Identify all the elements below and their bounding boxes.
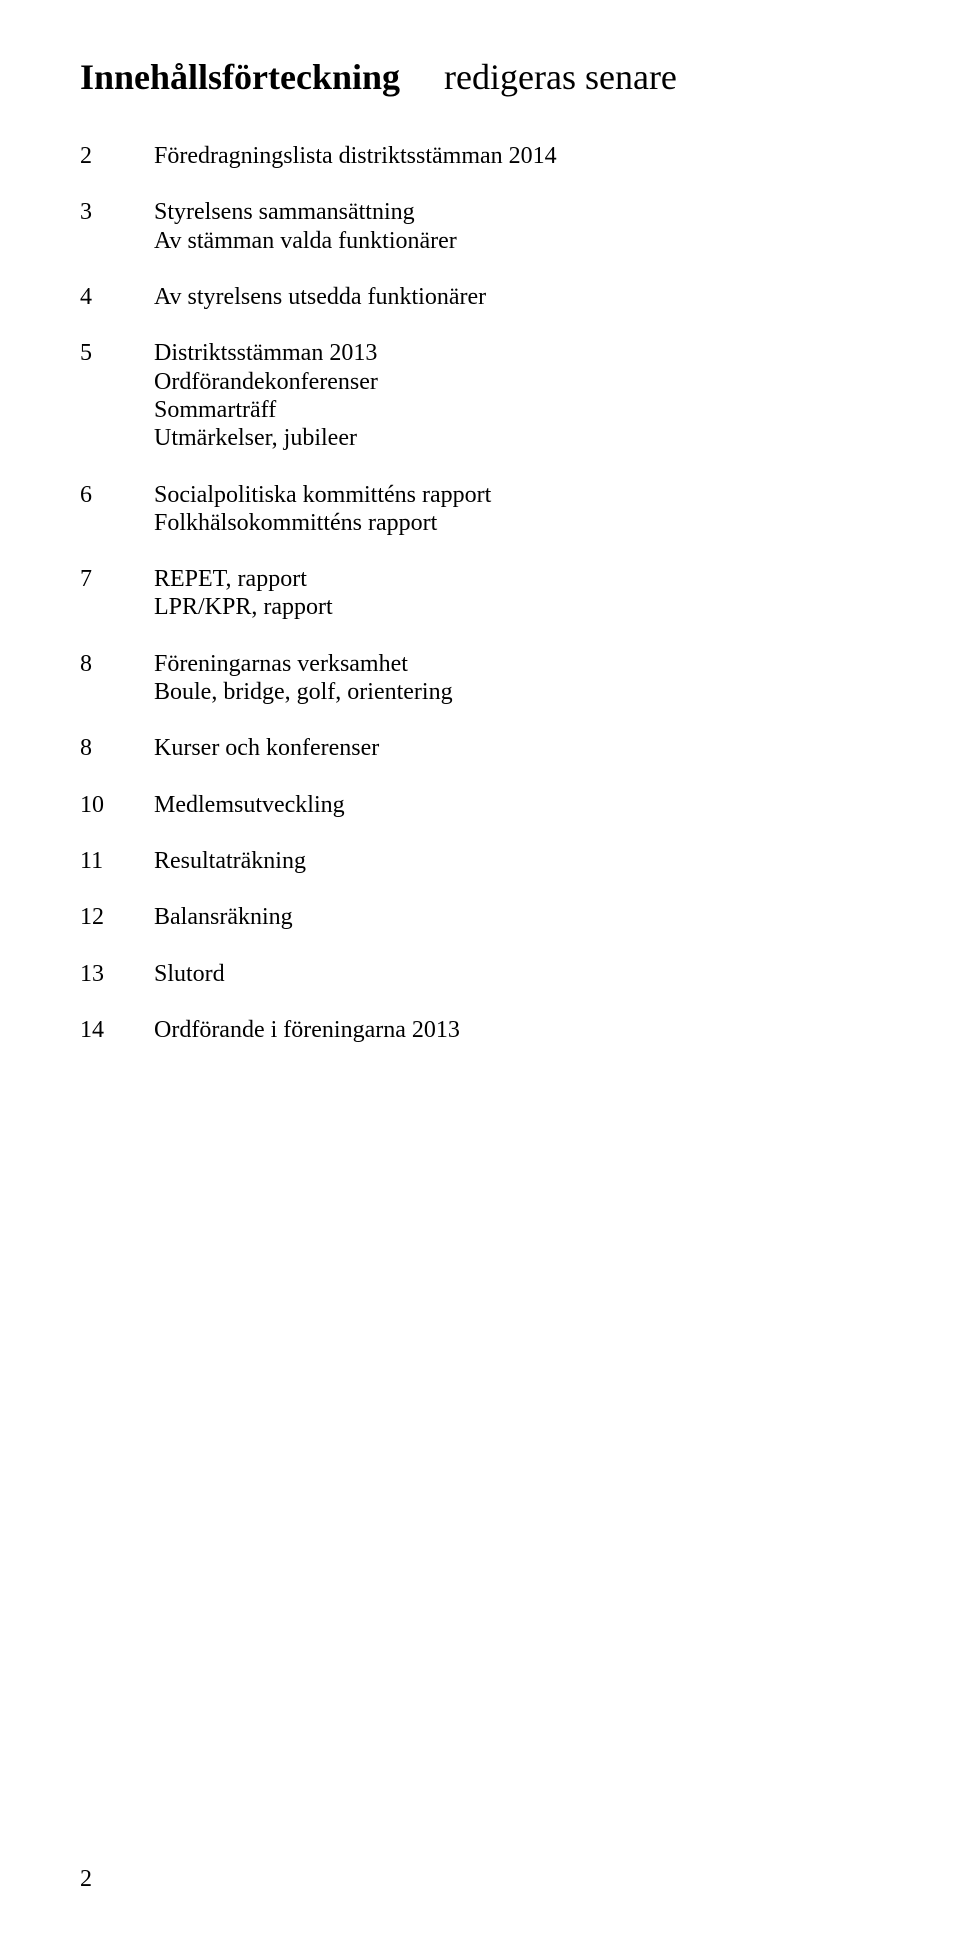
page-title: Innehållsförteckning <box>80 56 400 98</box>
toc-page-ref: 14 <box>80 1016 154 1044</box>
toc-row: 8Föreningarnas verksamhetBoule, bridge, … <box>80 650 880 707</box>
toc-entry-text: Slutord <box>154 960 880 988</box>
toc-entry-line: Föreningarnas verksamhet <box>154 650 880 678</box>
toc-entry-line: Sommarträff <box>154 396 880 424</box>
toc-row: 13Slutord <box>80 960 880 988</box>
toc-page-ref: 5 <box>80 339 154 367</box>
toc-row: 3Styrelsens sammansättningAv stämman val… <box>80 198 880 255</box>
toc-row: 4Av styrelsens utsedda funktionärer <box>80 283 880 311</box>
toc-row: 8Kurser och konferenser <box>80 734 880 762</box>
toc-entry-line: Distriktsstämman 2013 <box>154 339 880 367</box>
toc-page-ref: 10 <box>80 791 154 819</box>
toc-entry-text: Kurser och konferenser <box>154 734 880 762</box>
toc-entry-text: Av styrelsens utsedda funktionärer <box>154 283 880 311</box>
toc-entry-text: Distriktsstämman 2013Ordförandekonferens… <box>154 339 880 452</box>
toc-page-ref: 6 <box>80 481 154 509</box>
toc-entry-line: Medlemsutveckling <box>154 791 880 819</box>
toc-page-ref: 11 <box>80 847 154 875</box>
toc-entry-text: Styrelsens sammansättningAv stämman vald… <box>154 198 880 255</box>
toc-page-ref: 8 <box>80 734 154 762</box>
toc-entry-text: Medlemsutveckling <box>154 791 880 819</box>
toc-page-ref: 8 <box>80 650 154 678</box>
toc-row: 2Föredragningslista distriktsstämman 201… <box>80 142 880 170</box>
header-row: Innehållsförteckning redigeras senare <box>80 56 880 98</box>
toc-entry-line: LPR/KPR, rapport <box>154 593 880 621</box>
toc-row: 6Socialpolitiska kommitténs rapportFolkh… <box>80 481 880 538</box>
toc-page-ref: 12 <box>80 903 154 931</box>
toc-entry-line: Folkhälsokommitténs rapport <box>154 509 880 537</box>
toc-entry-text: Resultaträkning <box>154 847 880 875</box>
page-subtitle: redigeras senare <box>444 56 677 98</box>
toc-entry-line: Balansräkning <box>154 903 880 931</box>
toc-entry-line: Av stämman valda funktionärer <box>154 227 880 255</box>
toc-entry-line: Styrelsens sammansättning <box>154 198 880 226</box>
toc-page-ref: 3 <box>80 198 154 226</box>
page-number: 2 <box>80 1866 92 1893</box>
toc-entry-line: Ordförande i föreningarna 2013 <box>154 1016 880 1044</box>
toc-entry-text: Balansräkning <box>154 903 880 931</box>
toc-entry-line: Ordförandekonferenser <box>154 368 880 396</box>
toc-row: 5Distriktsstämman 2013Ordförandekonferen… <box>80 339 880 452</box>
toc-entry-line: Socialpolitiska kommitténs rapport <box>154 481 880 509</box>
document-page: Innehållsförteckning redigeras senare 2F… <box>0 0 960 1949</box>
toc-page-ref: 7 <box>80 565 154 593</box>
toc-entry-line: Föredragningslista distriktsstämman 2014 <box>154 142 880 170</box>
toc-entry-text: Föredragningslista distriktsstämman 2014 <box>154 142 880 170</box>
toc-entry-line: Kurser och konferenser <box>154 734 880 762</box>
toc-entry-text: REPET, rapportLPR/KPR, rapport <box>154 565 880 622</box>
toc-row: 14Ordförande i föreningarna 2013 <box>80 1016 880 1044</box>
toc-entry-line: Utmärkelser, jubileer <box>154 424 880 452</box>
toc-page-ref: 4 <box>80 283 154 311</box>
toc-entry-line: Slutord <box>154 960 880 988</box>
toc-page-ref: 13 <box>80 960 154 988</box>
toc-row: 12Balansräkning <box>80 903 880 931</box>
table-of-contents: 2Föredragningslista distriktsstämman 201… <box>80 142 880 1044</box>
toc-entry-text: Föreningarnas verksamhetBoule, bridge, g… <box>154 650 880 707</box>
toc-entry-line: Av styrelsens utsedda funktionärer <box>154 283 880 311</box>
toc-entry-text: Ordförande i föreningarna 2013 <box>154 1016 880 1044</box>
toc-row: 7REPET, rapportLPR/KPR, rapport <box>80 565 880 622</box>
toc-entry-line: Resultaträkning <box>154 847 880 875</box>
toc-entry-line: REPET, rapport <box>154 565 880 593</box>
toc-row: 10Medlemsutveckling <box>80 791 880 819</box>
toc-entry-text: Socialpolitiska kommitténs rapportFolkhä… <box>154 481 880 538</box>
toc-entry-line: Boule, bridge, golf, orientering <box>154 678 880 706</box>
toc-row: 11Resultaträkning <box>80 847 880 875</box>
toc-page-ref: 2 <box>80 142 154 170</box>
